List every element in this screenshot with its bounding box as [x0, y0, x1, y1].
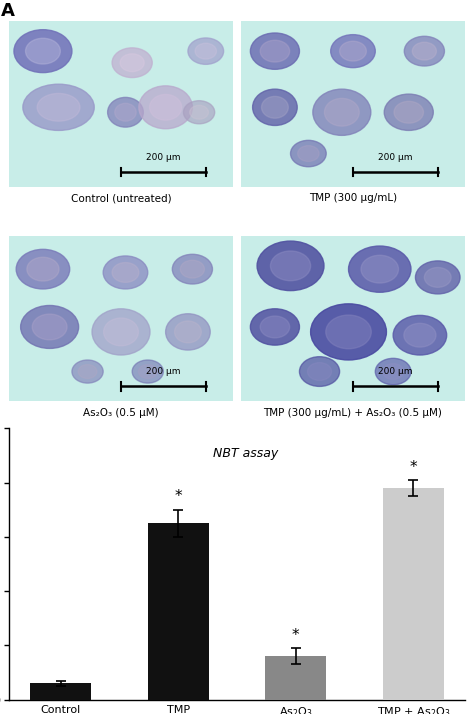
- Ellipse shape: [348, 246, 411, 292]
- Text: TMP (300 μg/mL) + As₂O₃ (0.5 μM): TMP (300 μg/mL) + As₂O₃ (0.5 μM): [264, 408, 442, 418]
- Ellipse shape: [115, 104, 136, 121]
- Ellipse shape: [262, 96, 288, 119]
- Bar: [30, 683, 91, 700]
- Text: A: A: [0, 1, 14, 19]
- Ellipse shape: [92, 308, 150, 355]
- Ellipse shape: [308, 363, 332, 381]
- Ellipse shape: [424, 268, 451, 287]
- Ellipse shape: [150, 94, 182, 120]
- Ellipse shape: [132, 360, 164, 383]
- Ellipse shape: [174, 321, 201, 343]
- Ellipse shape: [384, 94, 433, 131]
- Ellipse shape: [120, 54, 144, 71]
- Ellipse shape: [165, 313, 210, 350]
- Text: *: *: [292, 628, 300, 643]
- Text: 200 μm: 200 μm: [378, 368, 413, 376]
- Ellipse shape: [180, 260, 204, 278]
- Ellipse shape: [72, 360, 103, 383]
- Text: 200 μm: 200 μm: [378, 153, 413, 162]
- Ellipse shape: [257, 241, 324, 291]
- Text: *: *: [410, 460, 417, 475]
- Ellipse shape: [313, 89, 371, 136]
- Ellipse shape: [104, 318, 138, 346]
- Text: As₂O₃ (0.5 μM): As₂O₃ (0.5 μM): [83, 408, 159, 418]
- Ellipse shape: [250, 33, 300, 69]
- Ellipse shape: [139, 86, 192, 129]
- Ellipse shape: [393, 316, 447, 355]
- Ellipse shape: [260, 40, 290, 62]
- Ellipse shape: [253, 89, 297, 126]
- Text: 200 μm: 200 μm: [146, 153, 181, 162]
- Ellipse shape: [173, 254, 212, 284]
- Ellipse shape: [32, 314, 67, 340]
- Ellipse shape: [26, 39, 60, 64]
- Ellipse shape: [27, 257, 59, 281]
- Ellipse shape: [291, 141, 326, 167]
- Ellipse shape: [404, 36, 445, 66]
- Ellipse shape: [383, 363, 404, 379]
- Ellipse shape: [394, 101, 423, 123]
- Bar: [383, 488, 444, 700]
- Ellipse shape: [250, 308, 300, 345]
- Bar: [265, 656, 326, 700]
- Ellipse shape: [361, 256, 399, 283]
- Ellipse shape: [260, 316, 290, 338]
- Ellipse shape: [310, 304, 386, 360]
- Text: Control (untreated): Control (untreated): [71, 193, 171, 203]
- Text: 200 μm: 200 μm: [146, 368, 181, 376]
- Ellipse shape: [415, 261, 460, 294]
- Ellipse shape: [78, 365, 97, 378]
- Ellipse shape: [298, 146, 319, 161]
- Ellipse shape: [21, 306, 79, 348]
- Ellipse shape: [14, 30, 72, 73]
- Ellipse shape: [103, 256, 148, 289]
- Ellipse shape: [412, 42, 437, 60]
- Ellipse shape: [112, 48, 152, 78]
- Ellipse shape: [37, 94, 80, 121]
- Ellipse shape: [300, 357, 339, 386]
- Text: TMP (300 μg/mL): TMP (300 μg/mL): [309, 193, 397, 203]
- Text: *: *: [174, 489, 182, 504]
- Ellipse shape: [183, 101, 215, 124]
- Ellipse shape: [112, 263, 139, 282]
- Ellipse shape: [324, 99, 359, 126]
- Ellipse shape: [195, 44, 217, 59]
- Ellipse shape: [339, 41, 366, 61]
- Ellipse shape: [108, 97, 143, 127]
- Ellipse shape: [23, 84, 94, 131]
- Ellipse shape: [188, 38, 224, 64]
- Ellipse shape: [190, 106, 209, 119]
- Ellipse shape: [326, 315, 371, 348]
- Ellipse shape: [375, 358, 411, 385]
- Ellipse shape: [138, 365, 157, 378]
- Bar: [148, 523, 209, 700]
- Ellipse shape: [16, 249, 70, 289]
- Text: NBT assay: NBT assay: [213, 448, 279, 461]
- Ellipse shape: [404, 323, 436, 347]
- Ellipse shape: [331, 35, 375, 68]
- Ellipse shape: [271, 251, 310, 281]
